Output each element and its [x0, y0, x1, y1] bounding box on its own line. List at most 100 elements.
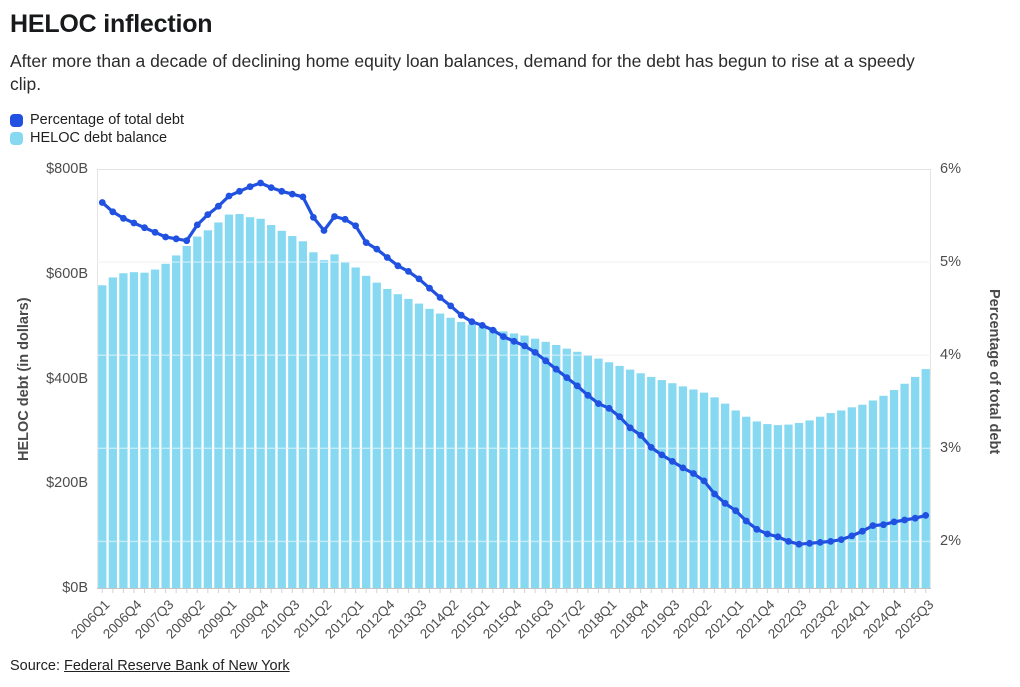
- line-point-2025Q3[interactable]: [922, 512, 930, 519]
- bar-2015Q4[interactable]: [509, 333, 519, 588]
- bar-2014Q4[interactable]: [467, 324, 476, 588]
- line-point-2022Q3[interactable]: [795, 540, 803, 548]
- line-point-2014Q3[interactable]: [457, 311, 465, 319]
- line-point-2019Q4[interactable]: [679, 464, 687, 472]
- bar-2023Q1[interactable]: [816, 416, 825, 588]
- bar-2013Q2[interactable]: [404, 298, 413, 588]
- line-point-2017Q3[interactable]: [584, 391, 592, 399]
- bar-2022Q3[interactable]: [794, 423, 804, 588]
- bar-2018Q4[interactable]: [636, 373, 645, 588]
- line-point-2012Q3[interactable]: [373, 245, 381, 253]
- bar-2023Q3[interactable]: [837, 410, 846, 588]
- bar-2014Q3[interactable]: [457, 321, 466, 588]
- bar-2006Q3[interactable]: [119, 273, 128, 588]
- bar-2016Q1[interactable]: [520, 335, 529, 588]
- line-point-2020Q1[interactable]: [690, 470, 697, 477]
- line-point-2014Q1[interactable]: [436, 294, 444, 301]
- line-point-2020Q2[interactable]: [700, 477, 708, 485]
- line-point-2017Q1[interactable]: [563, 374, 571, 381]
- bar-2006Q4[interactable]: [129, 272, 139, 588]
- line-point-2010Q4[interactable]: [299, 193, 307, 201]
- bar-2022Q1[interactable]: [773, 425, 783, 588]
- bar-2015Q3[interactable]: [499, 331, 508, 588]
- line-point-2015Q1[interactable]: [478, 322, 486, 329]
- bar-2017Q3[interactable]: [583, 355, 593, 588]
- bar-2013Q3[interactable]: [414, 303, 424, 588]
- bar-2022Q2[interactable]: [784, 424, 793, 588]
- line-point-2008Q4[interactable]: [215, 202, 222, 210]
- line-point-2018Q1[interactable]: [605, 404, 613, 412]
- bar-2012Q1[interactable]: [351, 267, 360, 588]
- bar-2016Q4[interactable]: [552, 344, 561, 588]
- bar-2023Q4[interactable]: [847, 407, 856, 588]
- line-point-2015Q2[interactable]: [489, 326, 497, 334]
- source-link[interactable]: Federal Reserve Bank of New York: [64, 658, 290, 674]
- bar-2009Q4[interactable]: [256, 218, 265, 588]
- bar-2012Q4[interactable]: [383, 288, 392, 588]
- bar-2008Q2[interactable]: [193, 236, 202, 588]
- line-point-2020Q3[interactable]: [711, 490, 718, 498]
- line-point-2024Q1[interactable]: [859, 527, 866, 535]
- line-point-2013Q1[interactable]: [394, 262, 402, 270]
- line-point-2024Q3[interactable]: [880, 521, 887, 529]
- bar-2018Q2[interactable]: [615, 365, 624, 588]
- bar-2023Q2[interactable]: [826, 413, 835, 588]
- line-point-2006Q1[interactable]: [98, 199, 106, 206]
- bar-2015Q1[interactable]: [478, 326, 487, 588]
- line-point-2024Q2[interactable]: [869, 522, 877, 529]
- line-point-2023Q4[interactable]: [848, 532, 856, 540]
- line-point-2007Q1[interactable]: [141, 224, 148, 232]
- line-point-2016Q2[interactable]: [531, 349, 539, 356]
- bar-2017Q1[interactable]: [562, 348, 571, 588]
- bar-2025Q3[interactable]: [921, 369, 930, 588]
- line-point-2014Q4[interactable]: [468, 318, 476, 326]
- bar-2008Q4[interactable]: [214, 222, 223, 589]
- line-point-2018Q3[interactable]: [626, 424, 634, 432]
- bar-2024Q1[interactable]: [858, 404, 867, 588]
- line-point-2015Q4[interactable]: [510, 337, 518, 345]
- line-point-2013Q2[interactable]: [405, 268, 412, 275]
- line-point-2012Q2[interactable]: [362, 239, 370, 246]
- line-point-2020Q4[interactable]: [721, 499, 729, 507]
- bar-2024Q2[interactable]: [868, 400, 878, 589]
- line-point-2022Q2[interactable]: [785, 538, 792, 545]
- line-point-2019Q1[interactable]: [647, 444, 655, 451]
- line-point-2012Q1[interactable]: [352, 222, 359, 230]
- bar-2008Q1[interactable]: [182, 245, 191, 588]
- line-point-2016Q1[interactable]: [521, 342, 528, 350]
- line-point-2021Q4[interactable]: [764, 530, 771, 538]
- bar-2020Q4[interactable]: [720, 403, 730, 588]
- line-point-2016Q3[interactable]: [542, 357, 550, 365]
- line-point-2017Q2[interactable]: [573, 382, 581, 390]
- line-point-2021Q1[interactable]: [732, 507, 740, 515]
- line-point-2023Q2[interactable]: [827, 538, 835, 545]
- line-point-2010Q1[interactable]: [267, 184, 275, 191]
- bar-2014Q1[interactable]: [435, 313, 445, 588]
- line-point-2024Q4[interactable]: [890, 518, 898, 526]
- bar-2006Q2[interactable]: [108, 277, 117, 588]
- line-point-2007Q4[interactable]: [172, 235, 180, 243]
- bar-2019Q4[interactable]: [678, 386, 688, 588]
- bar-2013Q1[interactable]: [393, 294, 403, 588]
- line-point-2025Q2[interactable]: [911, 514, 919, 522]
- bar-2016Q3[interactable]: [541, 341, 550, 588]
- bar-2007Q1[interactable]: [140, 272, 149, 588]
- bar-2017Q2[interactable]: [573, 351, 582, 588]
- bar-2025Q2[interactable]: [911, 376, 920, 588]
- line-point-2013Q4[interactable]: [426, 284, 433, 292]
- bar-2019Q2[interactable]: [657, 380, 666, 588]
- line-point-2006Q4[interactable]: [130, 219, 138, 227]
- line-point-2011Q2[interactable]: [320, 227, 328, 234]
- bar-2017Q4[interactable]: [594, 358, 603, 588]
- line-point-2016Q4[interactable]: [552, 365, 560, 373]
- bar-2011Q3[interactable]: [330, 254, 339, 588]
- bar-2024Q3[interactable]: [879, 395, 888, 588]
- line-point-2011Q4[interactable]: [341, 215, 349, 223]
- bar-2010Q4[interactable]: [298, 241, 308, 588]
- bar-2012Q2[interactable]: [362, 275, 371, 588]
- bar-2021Q1[interactable]: [731, 410, 740, 588]
- bar-2010Q1[interactable]: [267, 225, 276, 588]
- bar-2008Q3[interactable]: [203, 230, 212, 588]
- line-point-2018Q2[interactable]: [616, 413, 623, 421]
- line-point-2012Q4[interactable]: [383, 254, 391, 261]
